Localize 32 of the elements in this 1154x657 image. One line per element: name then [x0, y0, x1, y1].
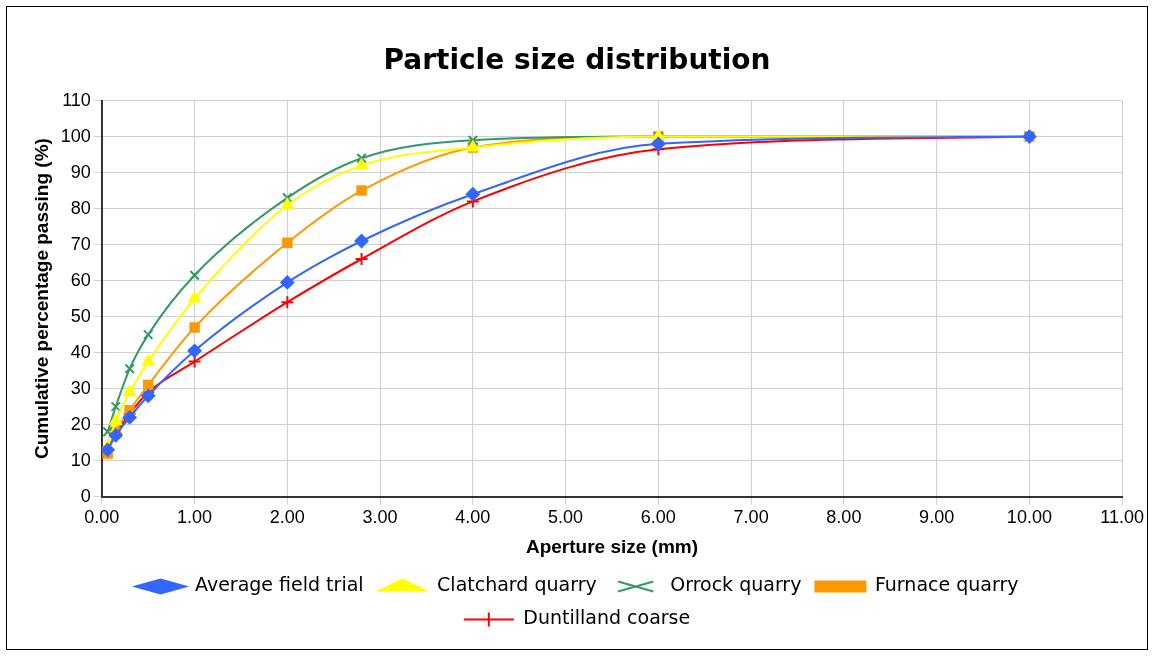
x-tick-label: 11.00 [1100, 507, 1145, 528]
legend-label: Orrock quarry [670, 573, 802, 596]
y-axis-title: Cumulative percentage passing (%) [30, 138, 52, 460]
y-tick-label: 90 [70, 161, 91, 182]
chart-title: Particle size distribution [383, 43, 771, 77]
y-tick-label: 50 [70, 305, 91, 326]
y-tick-label: 30 [70, 377, 91, 398]
y-tick-label: 0 [80, 485, 91, 506]
x-tick-label: 1.00 [177, 507, 213, 528]
x-tick-label: 0.00 [84, 507, 120, 528]
x-tick-label: 5.00 [548, 507, 584, 528]
y-tick-label: 80 [70, 197, 91, 218]
x-tick-label: 2.00 [269, 507, 305, 528]
x-tick-label: 4.00 [455, 507, 491, 528]
y-tick-label: 40 [70, 341, 91, 362]
x-tick-label: 7.00 [733, 507, 769, 528]
y-tick-label: 10 [70, 449, 91, 470]
legend-label: Furnace quarry [874, 573, 1019, 596]
x-tick-label: 9.00 [919, 507, 955, 528]
legend-label: Clatchard quarry [437, 573, 597, 596]
x-tick-label: 10.00 [1006, 507, 1052, 528]
y-tick-label: 70 [70, 233, 91, 254]
legend-label: Average field trial [195, 573, 364, 596]
x-tick-label: 6.00 [640, 507, 676, 528]
x-tick-label: 8.00 [826, 507, 862, 528]
y-tick-label: 20 [70, 413, 91, 434]
y-tick-label: 110 [62, 89, 91, 110]
x-axis-title: Aperture size (mm) [525, 535, 699, 557]
y-tick-label: 60 [70, 269, 91, 290]
y-tick-label: 100 [60, 125, 91, 146]
legend-label: Duntilland coarse [523, 606, 691, 629]
x-tick-label: 3.00 [362, 507, 398, 528]
